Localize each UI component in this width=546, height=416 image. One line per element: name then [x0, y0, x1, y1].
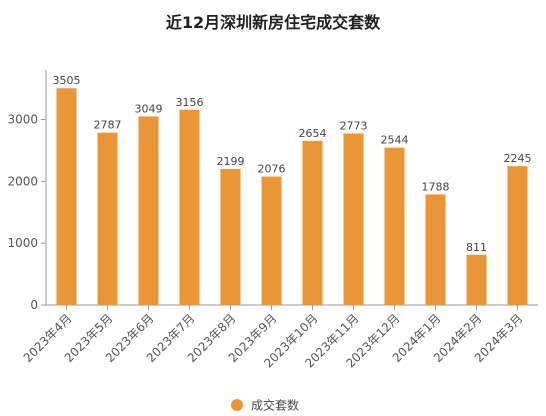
y-tick-label: 2000 [7, 174, 38, 188]
bar[interactable] [343, 133, 364, 305]
data-label: 2199 [217, 155, 245, 168]
bar[interactable] [179, 109, 200, 305]
chart-title: 近12月深圳新房住宅成交套数 [166, 13, 381, 32]
legend-label: 成交套数 [251, 398, 299, 413]
data-label: 811 [466, 241, 487, 254]
y-axis-tick-labels: 0 1000 2000 3000 [7, 112, 38, 312]
bar[interactable] [425, 194, 446, 305]
data-label: 3505 [53, 74, 81, 87]
y-tick-label: 3000 [7, 112, 38, 126]
data-label: 2773 [340, 120, 368, 133]
y-tick-label: 0 [30, 298, 38, 312]
data-label: 2245 [504, 152, 532, 165]
data-label: 2076 [258, 163, 286, 176]
axes [41, 70, 538, 310]
legend-marker-icon [231, 399, 243, 411]
bar[interactable] [466, 254, 487, 305]
bars [56, 88, 528, 305]
bar[interactable] [220, 169, 241, 305]
data-labels: 3505 2787 3049 3156 2199 2076 2654 2773 2544 1788… [53, 74, 532, 254]
y-tick-label: 1000 [7, 236, 38, 250]
data-label: 3156 [176, 96, 204, 109]
data-label: 2787 [94, 119, 122, 132]
bar[interactable] [384, 147, 405, 305]
bar[interactable] [261, 176, 282, 305]
data-label: 2544 [381, 134, 409, 147]
legend[interactable]: 成交套数 [231, 398, 299, 413]
bar[interactable] [507, 166, 528, 305]
data-label: 2654 [299, 127, 327, 140]
bar[interactable] [138, 116, 159, 305]
bar[interactable] [302, 140, 323, 305]
x-axis-tick-labels: 2023年4月2023年5月2023年6月2023年7月2023年8月2023年… [21, 311, 526, 370]
bar[interactable] [97, 132, 118, 305]
bar[interactable] [56, 88, 77, 305]
data-label: 1788 [422, 180, 450, 193]
data-label: 3049 [135, 102, 163, 115]
